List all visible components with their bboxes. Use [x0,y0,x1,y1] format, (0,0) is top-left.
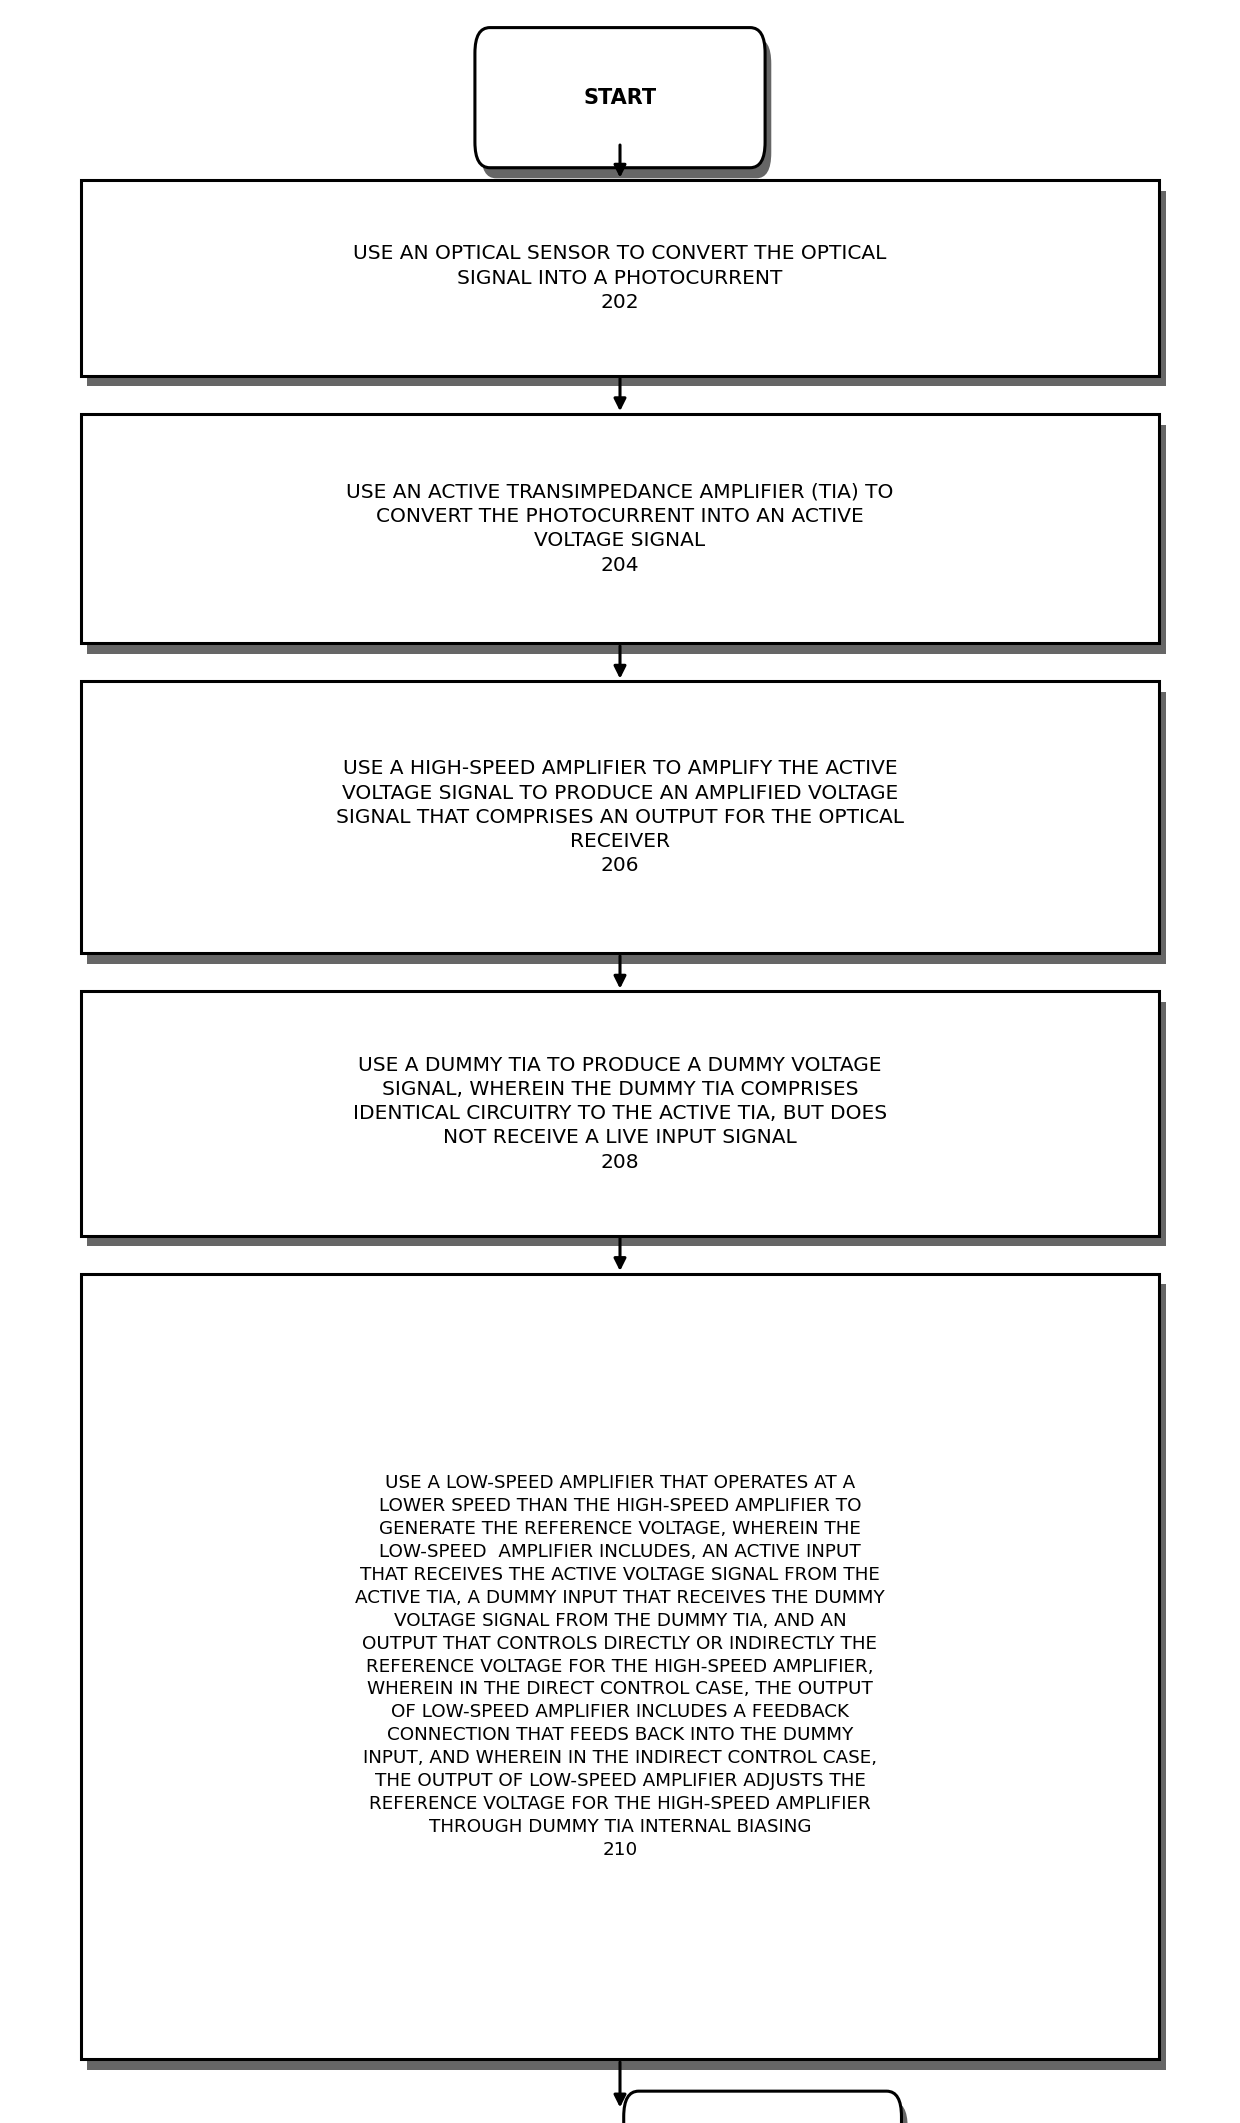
Text: USE A DUMMY TIA TO PRODUCE A DUMMY VOLTAGE
SIGNAL, WHEREIN THE DUMMY TIA COMPRIS: USE A DUMMY TIA TO PRODUCE A DUMMY VOLTA… [353,1055,887,1172]
FancyBboxPatch shape [87,425,1166,654]
FancyBboxPatch shape [475,28,765,168]
FancyBboxPatch shape [87,692,1166,964]
FancyBboxPatch shape [81,1274,1159,2059]
FancyBboxPatch shape [87,191,1166,386]
FancyBboxPatch shape [81,681,1159,953]
FancyBboxPatch shape [81,180,1159,376]
FancyBboxPatch shape [624,2091,901,2123]
FancyBboxPatch shape [81,414,1159,643]
FancyBboxPatch shape [481,38,771,178]
Text: USE AN ACTIVE TRANSIMPEDANCE AMPLIFIER (TIA) TO
CONVERT THE PHOTOCURRENT INTO AN: USE AN ACTIVE TRANSIMPEDANCE AMPLIFIER (… [346,482,894,575]
FancyBboxPatch shape [81,991,1159,1236]
FancyBboxPatch shape [87,1284,1166,2070]
Text: START: START [584,87,656,108]
Text: USE A LOW-SPEED AMPLIFIER THAT OPERATES AT A
LOWER SPEED THAN THE HIGH-SPEED AMP: USE A LOW-SPEED AMPLIFIER THAT OPERATES … [355,1473,885,1860]
Text: USE A HIGH-SPEED AMPLIFIER TO AMPLIFY THE ACTIVE
VOLTAGE SIGNAL TO PRODUCE AN AM: USE A HIGH-SPEED AMPLIFIER TO AMPLIFY TH… [336,760,904,875]
FancyBboxPatch shape [630,2102,908,2123]
Text: USE AN OPTICAL SENSOR TO CONVERT THE OPTICAL
SIGNAL INTO A PHOTOCURRENT
202: USE AN OPTICAL SENSOR TO CONVERT THE OPT… [353,244,887,312]
FancyBboxPatch shape [87,1002,1166,1246]
